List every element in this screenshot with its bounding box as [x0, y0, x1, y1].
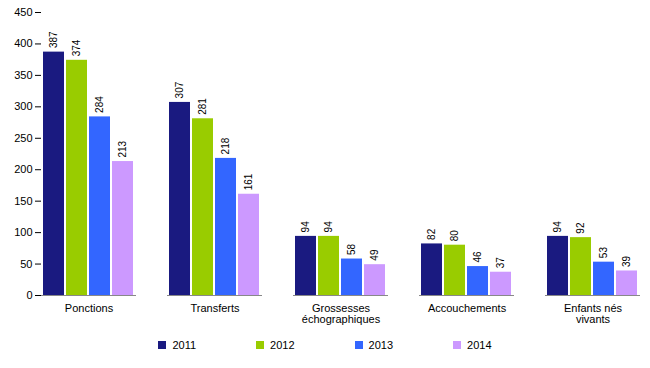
svg-text:92: 92 [575, 222, 586, 234]
svg-text:307: 307 [174, 81, 185, 98]
svg-text:Transferts: Transferts [190, 302, 240, 314]
svg-text:387: 387 [48, 31, 59, 48]
svg-text:200: 200 [14, 163, 32, 175]
svg-text:49: 49 [369, 249, 380, 261]
svg-text:218: 218 [220, 137, 231, 154]
svg-text:94: 94 [552, 221, 563, 233]
html-text:2011: 2011 [172, 339, 197, 351]
svg-text:46: 46 [472, 251, 483, 263]
svg-text:0: 0 [26, 289, 32, 301]
svg-text:39: 39 [621, 255, 632, 267]
html-text:2012: 2012 [270, 339, 295, 351]
svg-text:284: 284 [94, 96, 105, 113]
svg-text:58: 58 [346, 243, 357, 255]
svg-text:374: 374 [71, 39, 82, 56]
svg-text:213: 213 [117, 140, 128, 157]
svg-text:Enfants nésvivants: Enfants nésvivants [564, 302, 623, 325]
html-text:2014: 2014 [467, 339, 492, 351]
svg-text:350: 350 [14, 69, 32, 81]
svg-text:82: 82 [426, 228, 437, 240]
svg-text:250: 250 [14, 132, 32, 144]
html-text:2013: 2013 [368, 339, 394, 351]
svg-text:Ponctions: Ponctions [65, 302, 114, 314]
svg-text:300: 300 [14, 100, 32, 112]
svg-text:450: 450 [14, 6, 32, 18]
svg-text:37: 37 [495, 257, 506, 269]
svg-text:Grossesseséchographiques: Grossesseséchographiques [302, 302, 381, 325]
svg-text:100: 100 [14, 226, 32, 238]
svg-text:281: 281 [197, 98, 208, 115]
svg-text:Accouchements: Accouchements [428, 302, 507, 314]
svg-text:150: 150 [14, 195, 32, 207]
svg-text:80: 80 [449, 230, 460, 242]
svg-text:53: 53 [598, 247, 609, 259]
svg-text:94: 94 [300, 221, 311, 233]
svg-text:94: 94 [323, 221, 334, 233]
svg-text:50: 50 [20, 258, 32, 270]
svg-text:161: 161 [243, 173, 254, 190]
svg-text:400: 400 [14, 37, 32, 49]
